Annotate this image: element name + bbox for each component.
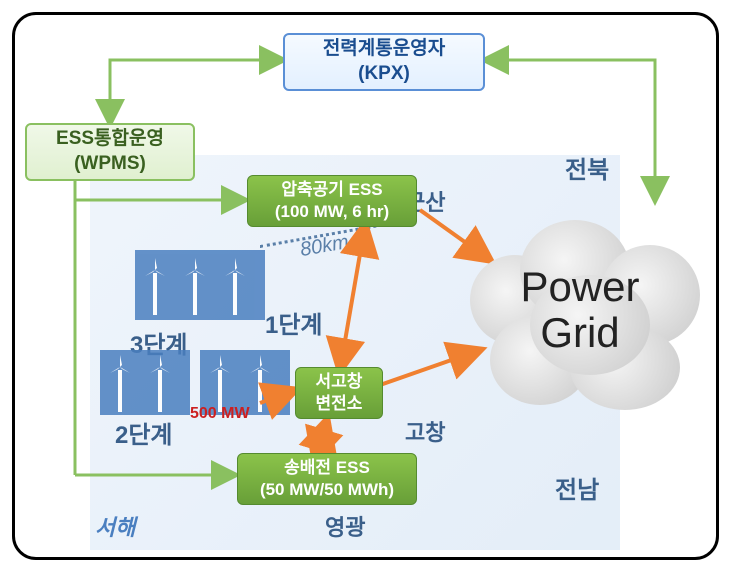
bess-line1: 송배전 ESS (284, 457, 370, 479)
substation-line2: 변전소 (316, 393, 363, 415)
cloud-line1: Power (450, 264, 710, 310)
wpms-line2: (WPMS) (74, 152, 146, 177)
wind-farm-1 (135, 250, 265, 320)
caes-line1: 압축공기 ESS (281, 179, 382, 201)
cloud-line2: Grid (450, 310, 710, 356)
power-grid-label: Power Grid (450, 264, 710, 356)
kpx-line1: 전력계통운영자 (323, 37, 445, 62)
bess-box: 송배전 ESS (50 MW/50 MWh) (237, 453, 417, 505)
capacity-label: 500 MW (190, 405, 250, 423)
wpms-line1: ESS통합운영 (56, 127, 164, 152)
caes-line2: (100 MW, 6 hr) (275, 201, 389, 223)
phase-1: 1단계 (265, 305, 323, 340)
bess-line2: (50 MW/50 MWh) (260, 479, 394, 501)
region-gochang: 고창 (405, 415, 445, 447)
region-jeonnam: 전남 (555, 470, 599, 505)
substation-box: 서고창 변전소 (295, 367, 383, 419)
caes-box: 압축공기 ESS (100 MW, 6 hr) (247, 175, 417, 227)
wpms-box: ESS통합운영 (WPMS) (25, 123, 195, 181)
phase-2: 2단계 (115, 415, 173, 450)
kpx-box: 전력계통운영자 (KPX) (283, 33, 485, 91)
wind-farm-2 (100, 350, 190, 415)
region-jeonbuk: 전북 (565, 150, 609, 185)
diagram-frame: 전북 군산 고창 영광 전남 서해 1단계 3단계 2단계 80km (12, 12, 719, 560)
kpx-line2: (KPX) (358, 62, 410, 87)
region-seohae: 서해 (95, 510, 135, 542)
region-yeonggwang: 영광 (325, 510, 365, 542)
substation-line1: 서고창 (316, 371, 363, 393)
power-grid-cloud: Power Grid (450, 205, 710, 415)
